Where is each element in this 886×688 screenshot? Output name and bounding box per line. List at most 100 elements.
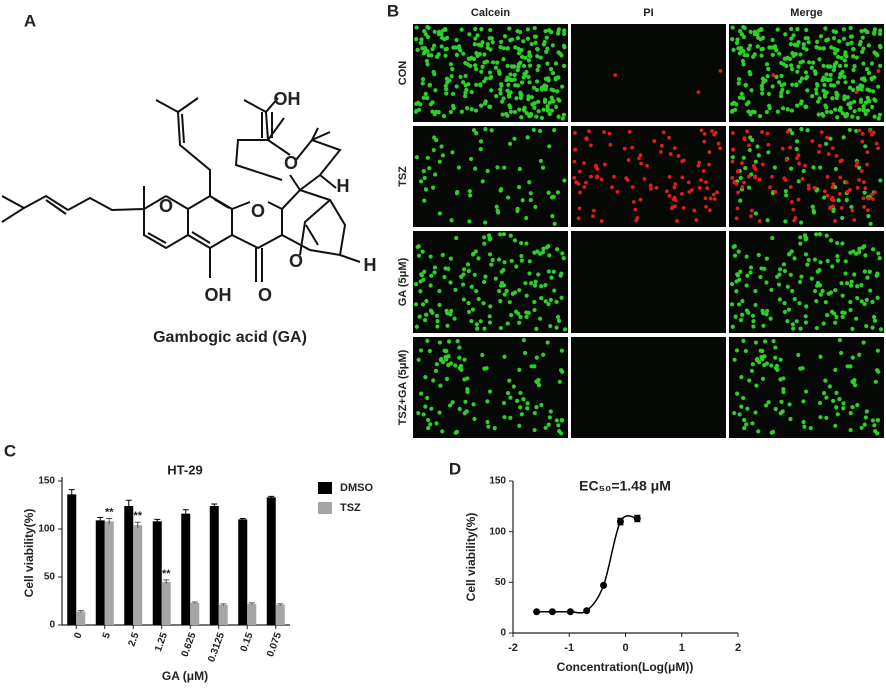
- error-bar: [77, 610, 84, 613]
- cell: [833, 320, 838, 325]
- cell: [518, 405, 523, 410]
- cell: [773, 355, 778, 360]
- dead-cell: [862, 180, 866, 185]
- column-header: PI: [643, 7, 653, 19]
- cell: [865, 95, 870, 100]
- cell: [534, 326, 539, 331]
- dead-cell: [701, 169, 706, 173]
- cell: [556, 31, 561, 36]
- cell: [778, 357, 783, 362]
- cell: [472, 416, 477, 422]
- cell: [558, 273, 563, 278]
- cell: [474, 322, 479, 327]
- cell: [730, 155, 735, 160]
- cell: [764, 280, 769, 285]
- cell: [821, 88, 826, 93]
- cell: [419, 37, 424, 42]
- cell: [750, 313, 756, 318]
- cell: [866, 43, 871, 48]
- cell: [795, 26, 800, 32]
- cell: [543, 282, 548, 288]
- cell: [432, 29, 437, 34]
- cell: [542, 39, 547, 45]
- cell: [809, 65, 814, 70]
- cell: [496, 257, 502, 262]
- cell: [443, 83, 448, 88]
- cell: [435, 318, 440, 324]
- cell: [817, 232, 823, 237]
- dead-cell: [699, 178, 703, 182]
- x-tick-label: 0.075: [265, 631, 284, 659]
- cell: [449, 218, 454, 223]
- cell: [471, 56, 477, 62]
- cell: [467, 189, 472, 194]
- cell: [841, 135, 846, 140]
- dead-cell: [860, 139, 865, 144]
- dead-cell: [870, 197, 875, 201]
- cell: [457, 345, 462, 350]
- dead-cell: [703, 196, 708, 201]
- cell: [445, 35, 450, 40]
- cell: [441, 114, 447, 119]
- cell: [461, 51, 466, 56]
- cell: [480, 352, 485, 358]
- cell: [444, 308, 449, 313]
- cell: [504, 288, 509, 293]
- cell: [870, 104, 875, 110]
- dead-cell: [742, 136, 747, 141]
- cell: [833, 288, 838, 293]
- dead-cell: [711, 192, 716, 197]
- cell: [852, 63, 857, 69]
- cell: [872, 97, 877, 102]
- cell: [447, 403, 453, 408]
- cell: [864, 297, 869, 302]
- cell: [455, 190, 460, 195]
- cell: [512, 109, 518, 115]
- cell: [469, 90, 474, 95]
- cell: [831, 29, 836, 34]
- cell: [432, 43, 437, 48]
- cell: [562, 28, 567, 33]
- cell: [487, 314, 492, 319]
- cell: [789, 36, 794, 41]
- x-tick-label: 0.625: [180, 631, 199, 659]
- cell: [498, 44, 503, 50]
- cell: [814, 87, 819, 92]
- cell: [805, 128, 810, 133]
- point: [583, 607, 591, 615]
- cell: [485, 42, 490, 47]
- cell: [775, 274, 780, 279]
- cell: [850, 114, 855, 119]
- cell: [522, 108, 527, 113]
- dead-cell: [692, 208, 697, 213]
- cell: [786, 307, 792, 312]
- error-bar: [268, 495, 275, 499]
- dead-cell: [806, 183, 811, 188]
- cell: [558, 368, 564, 373]
- cell: [429, 406, 434, 411]
- micrograph: [571, 337, 726, 438]
- cell: [862, 422, 867, 427]
- cell: [756, 35, 761, 40]
- cell: [526, 58, 531, 63]
- cell: [556, 423, 561, 428]
- bar: [266, 497, 276, 625]
- dead-cell: [681, 206, 686, 210]
- cell: [760, 76, 766, 81]
- cell: [860, 49, 865, 54]
- dead-cell: [607, 131, 612, 136]
- cell: [487, 104, 492, 109]
- cell: [729, 302, 735, 307]
- dead-cell: [731, 147, 736, 152]
- cell: [554, 247, 560, 252]
- cell: [851, 67, 856, 73]
- cell: [519, 80, 525, 85]
- cell: [527, 271, 532, 276]
- cell: [418, 289, 423, 294]
- dead-cell: [645, 163, 649, 168]
- cell: [762, 354, 767, 359]
- cell: [782, 301, 787, 306]
- cell: [506, 195, 511, 200]
- cell: [427, 83, 432, 88]
- dead-cell: [591, 214, 595, 219]
